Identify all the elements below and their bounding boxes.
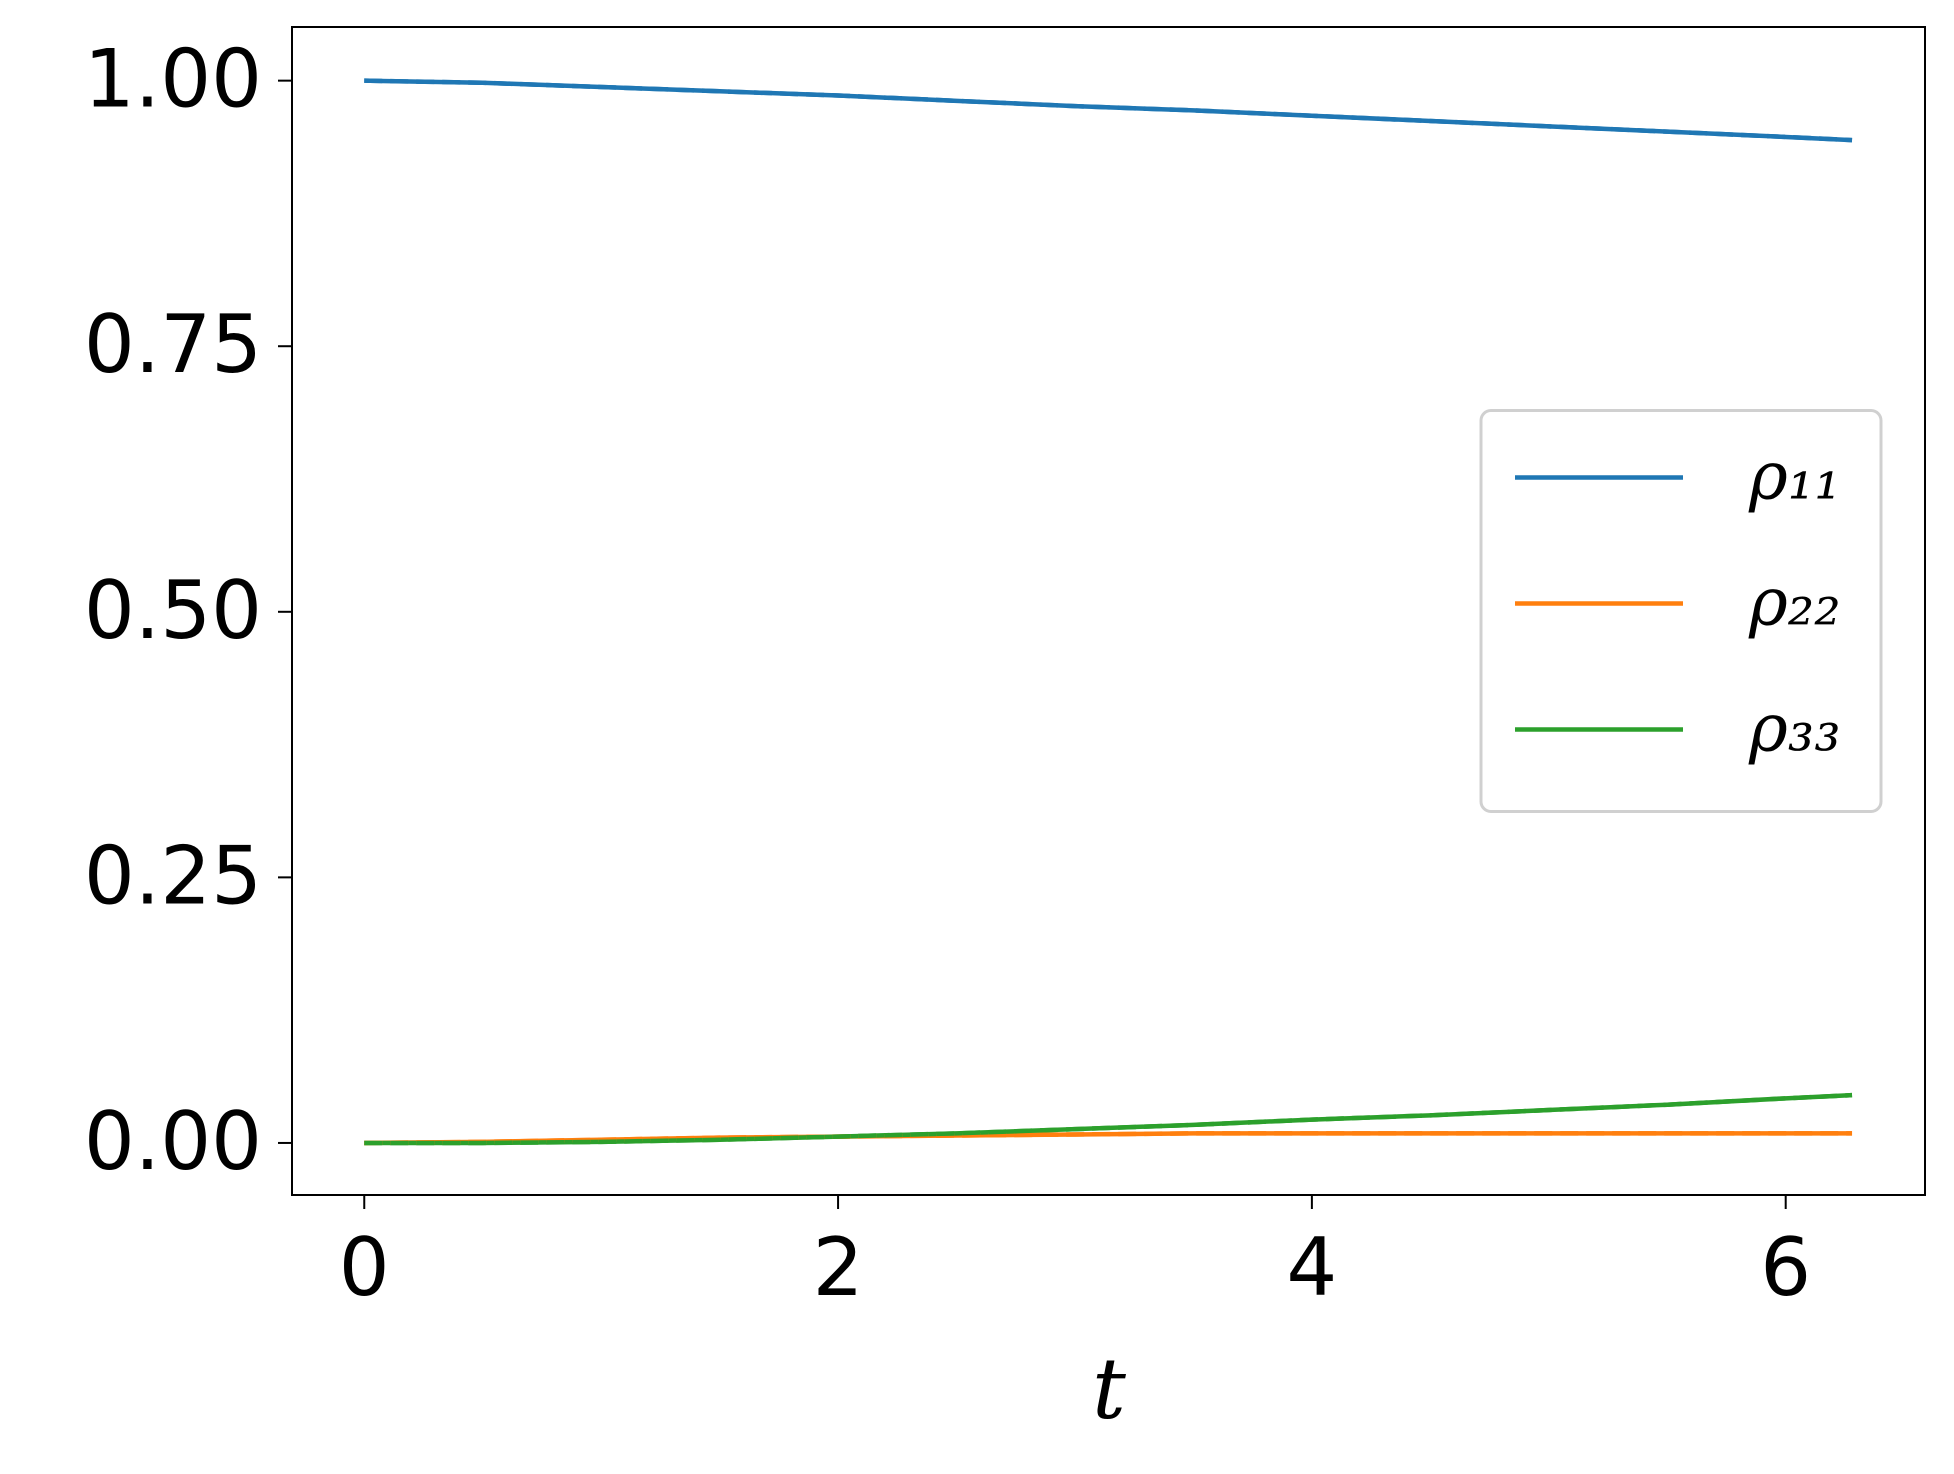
legend-box: [1479, 409, 1883, 813]
x-tick-label: 6: [1760, 1221, 1811, 1314]
dashed-line: [364, 78, 1853, 143]
dashed-line: [364, 1092, 1853, 1146]
x-axis-label: t: [1092, 1340, 1126, 1438]
y-tick-label: 0.50: [84, 564, 262, 657]
dashed-line: [364, 1131, 1853, 1146]
legend-label: ρ₃₃: [1748, 690, 1841, 767]
plot-frame: [291, 26, 1926, 1196]
x-tick-label: 4: [1286, 1221, 1337, 1314]
x-tick-label: 0: [339, 1221, 390, 1314]
legend-label: ρ₁₁: [1748, 438, 1841, 515]
y-tick-label: 0.00: [84, 1095, 262, 1188]
x-tick-label: 2: [813, 1221, 864, 1314]
y-tick-label: 0.75: [84, 298, 262, 391]
legend-label: ρ₂₂: [1748, 564, 1841, 641]
y-tick-label: 0.25: [84, 829, 262, 922]
y-tick-label: 1.00: [84, 33, 262, 126]
